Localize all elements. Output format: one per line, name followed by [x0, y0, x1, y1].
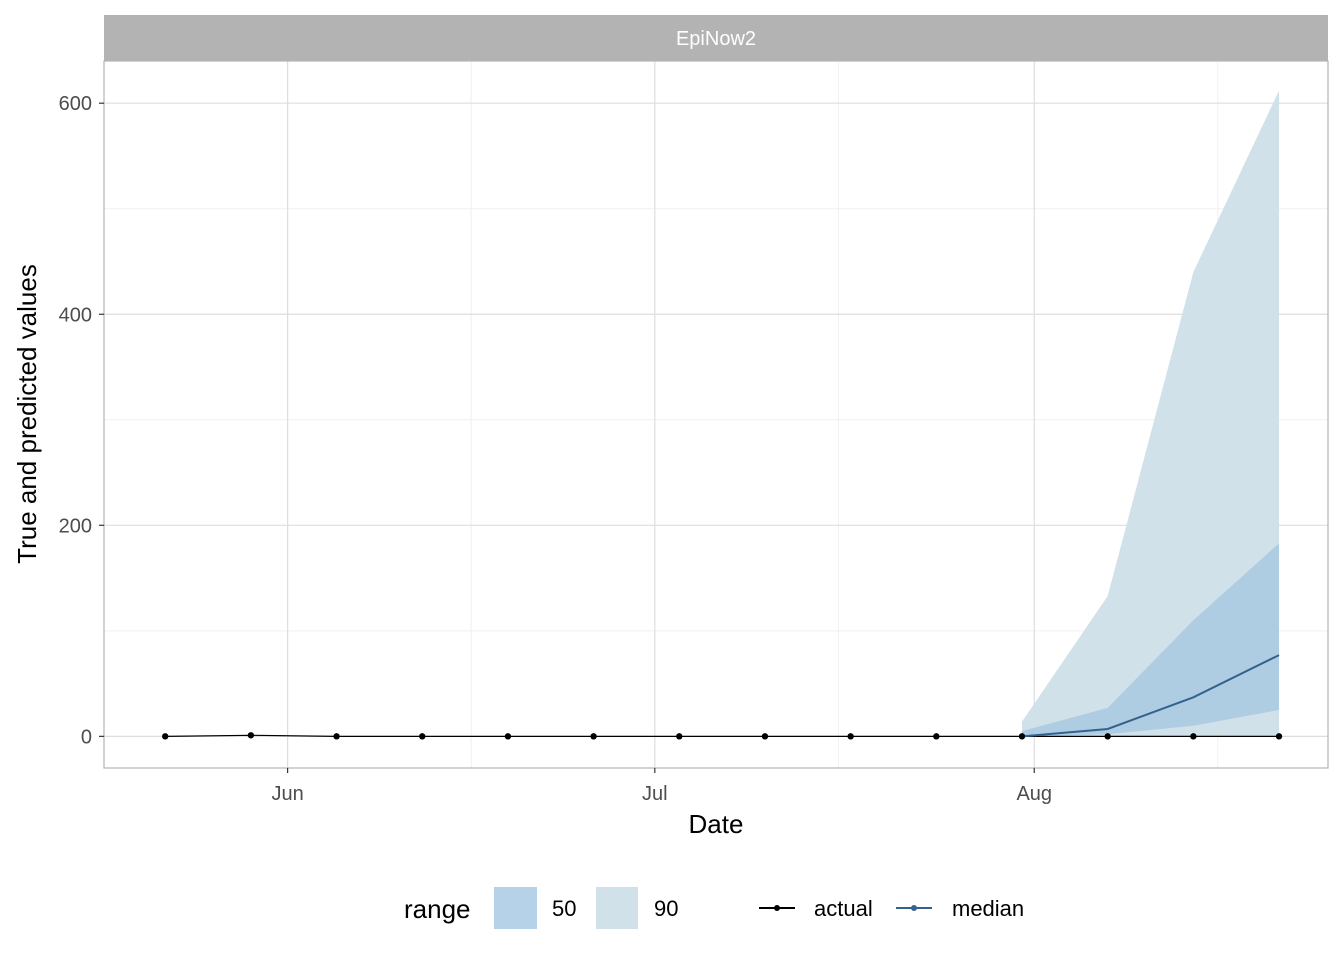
point-actual	[847, 733, 854, 740]
ribbons	[1022, 90, 1280, 737]
point-actual	[1018, 733, 1026, 740]
y-tick-label: 600	[59, 93, 92, 115]
y-axis: 0 200 400 600	[59, 93, 104, 748]
x-axis-title: Date	[689, 809, 744, 839]
legend-key-range-90	[596, 887, 638, 929]
points	[162, 732, 1283, 740]
point-actual	[761, 733, 769, 740]
y-tick-label: 0	[81, 726, 92, 748]
legend-key-actual-point	[774, 905, 780, 911]
panel-strip-label: EpiNow2	[676, 28, 756, 50]
y-tick-label: 400	[59, 304, 92, 326]
legend-key-range-50	[494, 887, 537, 929]
ribbon-range-50	[1022, 543, 1280, 737]
lines	[165, 654, 1280, 738]
point-actual	[1104, 733, 1111, 740]
x-axis: Jun Jul Aug	[271, 768, 1052, 805]
panel-strip	[104, 15, 1328, 61]
legend-label-actual: actual	[814, 896, 873, 921]
legend-key-median-point	[911, 905, 917, 911]
legend-label-range-50: 50	[552, 896, 576, 921]
x-tick-label: Aug	[1016, 783, 1052, 805]
point-actual	[1190, 733, 1197, 740]
x-tick-label: Jul	[642, 783, 668, 805]
ribbon-range-90	[1022, 90, 1280, 737]
line-actual	[165, 734, 1280, 737]
point-actual	[247, 732, 255, 739]
legend-title: range	[404, 894, 471, 924]
point-actual	[590, 733, 597, 740]
y-axis-title: True and predicted values	[12, 264, 42, 564]
point-actual	[162, 733, 169, 740]
legend-label-median: median	[952, 896, 1024, 921]
y-tick-label: 200	[59, 515, 92, 537]
legend: range 50 90 actual median	[404, 887, 1024, 929]
point-actual	[419, 733, 426, 740]
point-actual	[504, 733, 512, 740]
line-median	[1021, 654, 1280, 738]
point-actual	[1275, 733, 1283, 740]
point-actual	[676, 733, 683, 740]
panel-border	[103, 60, 1329, 769]
legend-label-range-90: 90	[654, 896, 678, 921]
point-actual	[933, 733, 940, 740]
x-tick-label: Jun	[271, 783, 303, 805]
point-actual	[333, 733, 340, 740]
